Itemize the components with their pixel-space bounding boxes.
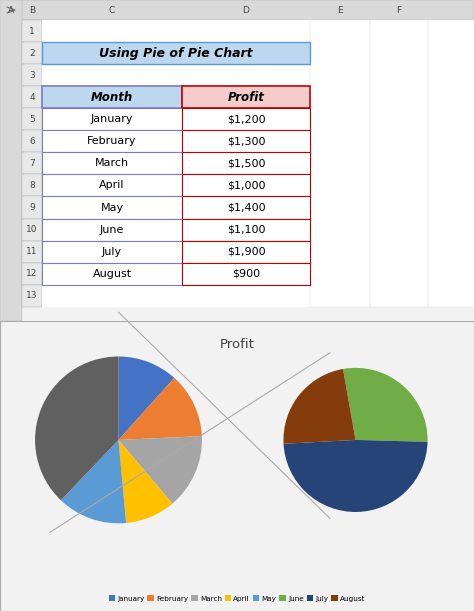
Bar xyxy=(22,241,42,263)
Bar xyxy=(22,219,42,241)
Text: 1: 1 xyxy=(29,26,35,35)
Text: Month: Month xyxy=(91,91,133,104)
Wedge shape xyxy=(118,440,173,523)
Bar xyxy=(370,20,428,307)
Text: Profit: Profit xyxy=(228,91,264,104)
Bar xyxy=(182,152,310,174)
Bar xyxy=(22,130,42,152)
Text: $1,400: $1,400 xyxy=(227,202,265,213)
Text: $1,500: $1,500 xyxy=(227,158,265,169)
Text: C: C xyxy=(109,5,115,15)
Text: 7: 7 xyxy=(29,159,35,168)
Wedge shape xyxy=(283,369,356,444)
Text: E: E xyxy=(337,5,343,15)
Bar xyxy=(182,263,310,285)
Bar xyxy=(22,263,42,285)
Bar xyxy=(0,0,22,321)
Bar xyxy=(22,197,42,219)
Bar xyxy=(182,86,310,108)
Text: 4: 4 xyxy=(29,93,35,102)
Text: February: February xyxy=(87,136,137,147)
Bar xyxy=(42,86,182,108)
Wedge shape xyxy=(118,378,202,440)
Text: 11: 11 xyxy=(26,247,38,256)
Legend: January, February, March, April, May, June, July, August: January, February, March, April, May, Ju… xyxy=(106,593,368,604)
Bar xyxy=(22,64,42,86)
Text: 13: 13 xyxy=(26,291,38,300)
Wedge shape xyxy=(118,356,174,440)
Text: 5: 5 xyxy=(29,115,35,124)
Wedge shape xyxy=(343,368,428,442)
Wedge shape xyxy=(283,440,428,512)
Bar xyxy=(22,86,42,108)
Bar xyxy=(42,241,182,263)
Text: 9: 9 xyxy=(29,203,35,212)
Bar xyxy=(42,263,182,285)
Text: A: A xyxy=(8,5,14,15)
Text: June: June xyxy=(100,225,124,235)
Bar xyxy=(22,174,42,197)
Text: 2: 2 xyxy=(29,49,35,57)
Bar xyxy=(42,152,182,174)
Text: $900: $900 xyxy=(232,269,260,279)
Text: $1,200: $1,200 xyxy=(227,114,265,124)
Wedge shape xyxy=(61,440,126,524)
Text: $1,000: $1,000 xyxy=(227,180,265,191)
Text: D: D xyxy=(243,5,249,15)
Bar xyxy=(42,20,474,307)
Bar xyxy=(42,197,182,219)
Text: Using Pie of Pie Chart: Using Pie of Pie Chart xyxy=(99,46,253,60)
Bar xyxy=(42,42,310,64)
Bar xyxy=(22,108,42,130)
Text: 10: 10 xyxy=(26,225,38,234)
Text: B: B xyxy=(29,5,35,15)
Bar xyxy=(182,197,310,219)
Bar xyxy=(310,20,370,307)
Text: 12: 12 xyxy=(27,269,38,278)
Bar xyxy=(22,152,42,174)
Text: January: January xyxy=(91,114,133,124)
Text: $1,900: $1,900 xyxy=(227,247,265,257)
Text: July: July xyxy=(102,247,122,257)
Text: F: F xyxy=(396,5,401,15)
Bar xyxy=(0,0,474,20)
Wedge shape xyxy=(35,356,118,500)
Bar xyxy=(182,174,310,197)
Bar xyxy=(42,219,182,241)
Text: April: April xyxy=(99,180,125,191)
Bar xyxy=(428,20,474,307)
Bar xyxy=(42,108,182,130)
Wedge shape xyxy=(118,436,202,503)
Bar xyxy=(22,285,42,307)
Text: Profit: Profit xyxy=(219,338,255,351)
Bar xyxy=(42,174,182,197)
Text: 3: 3 xyxy=(29,71,35,79)
Bar xyxy=(182,130,310,152)
Text: August: August xyxy=(92,269,132,279)
Bar xyxy=(22,20,42,42)
Text: 8: 8 xyxy=(29,181,35,190)
Bar xyxy=(182,108,310,130)
Text: May: May xyxy=(100,202,124,213)
Bar xyxy=(182,219,310,241)
Bar xyxy=(182,241,310,263)
Bar xyxy=(22,42,42,64)
Text: 6: 6 xyxy=(29,137,35,146)
Text: $1,100: $1,100 xyxy=(227,225,265,235)
Bar xyxy=(42,130,182,152)
Text: $1,300: $1,300 xyxy=(227,136,265,147)
Text: March: March xyxy=(95,158,129,169)
